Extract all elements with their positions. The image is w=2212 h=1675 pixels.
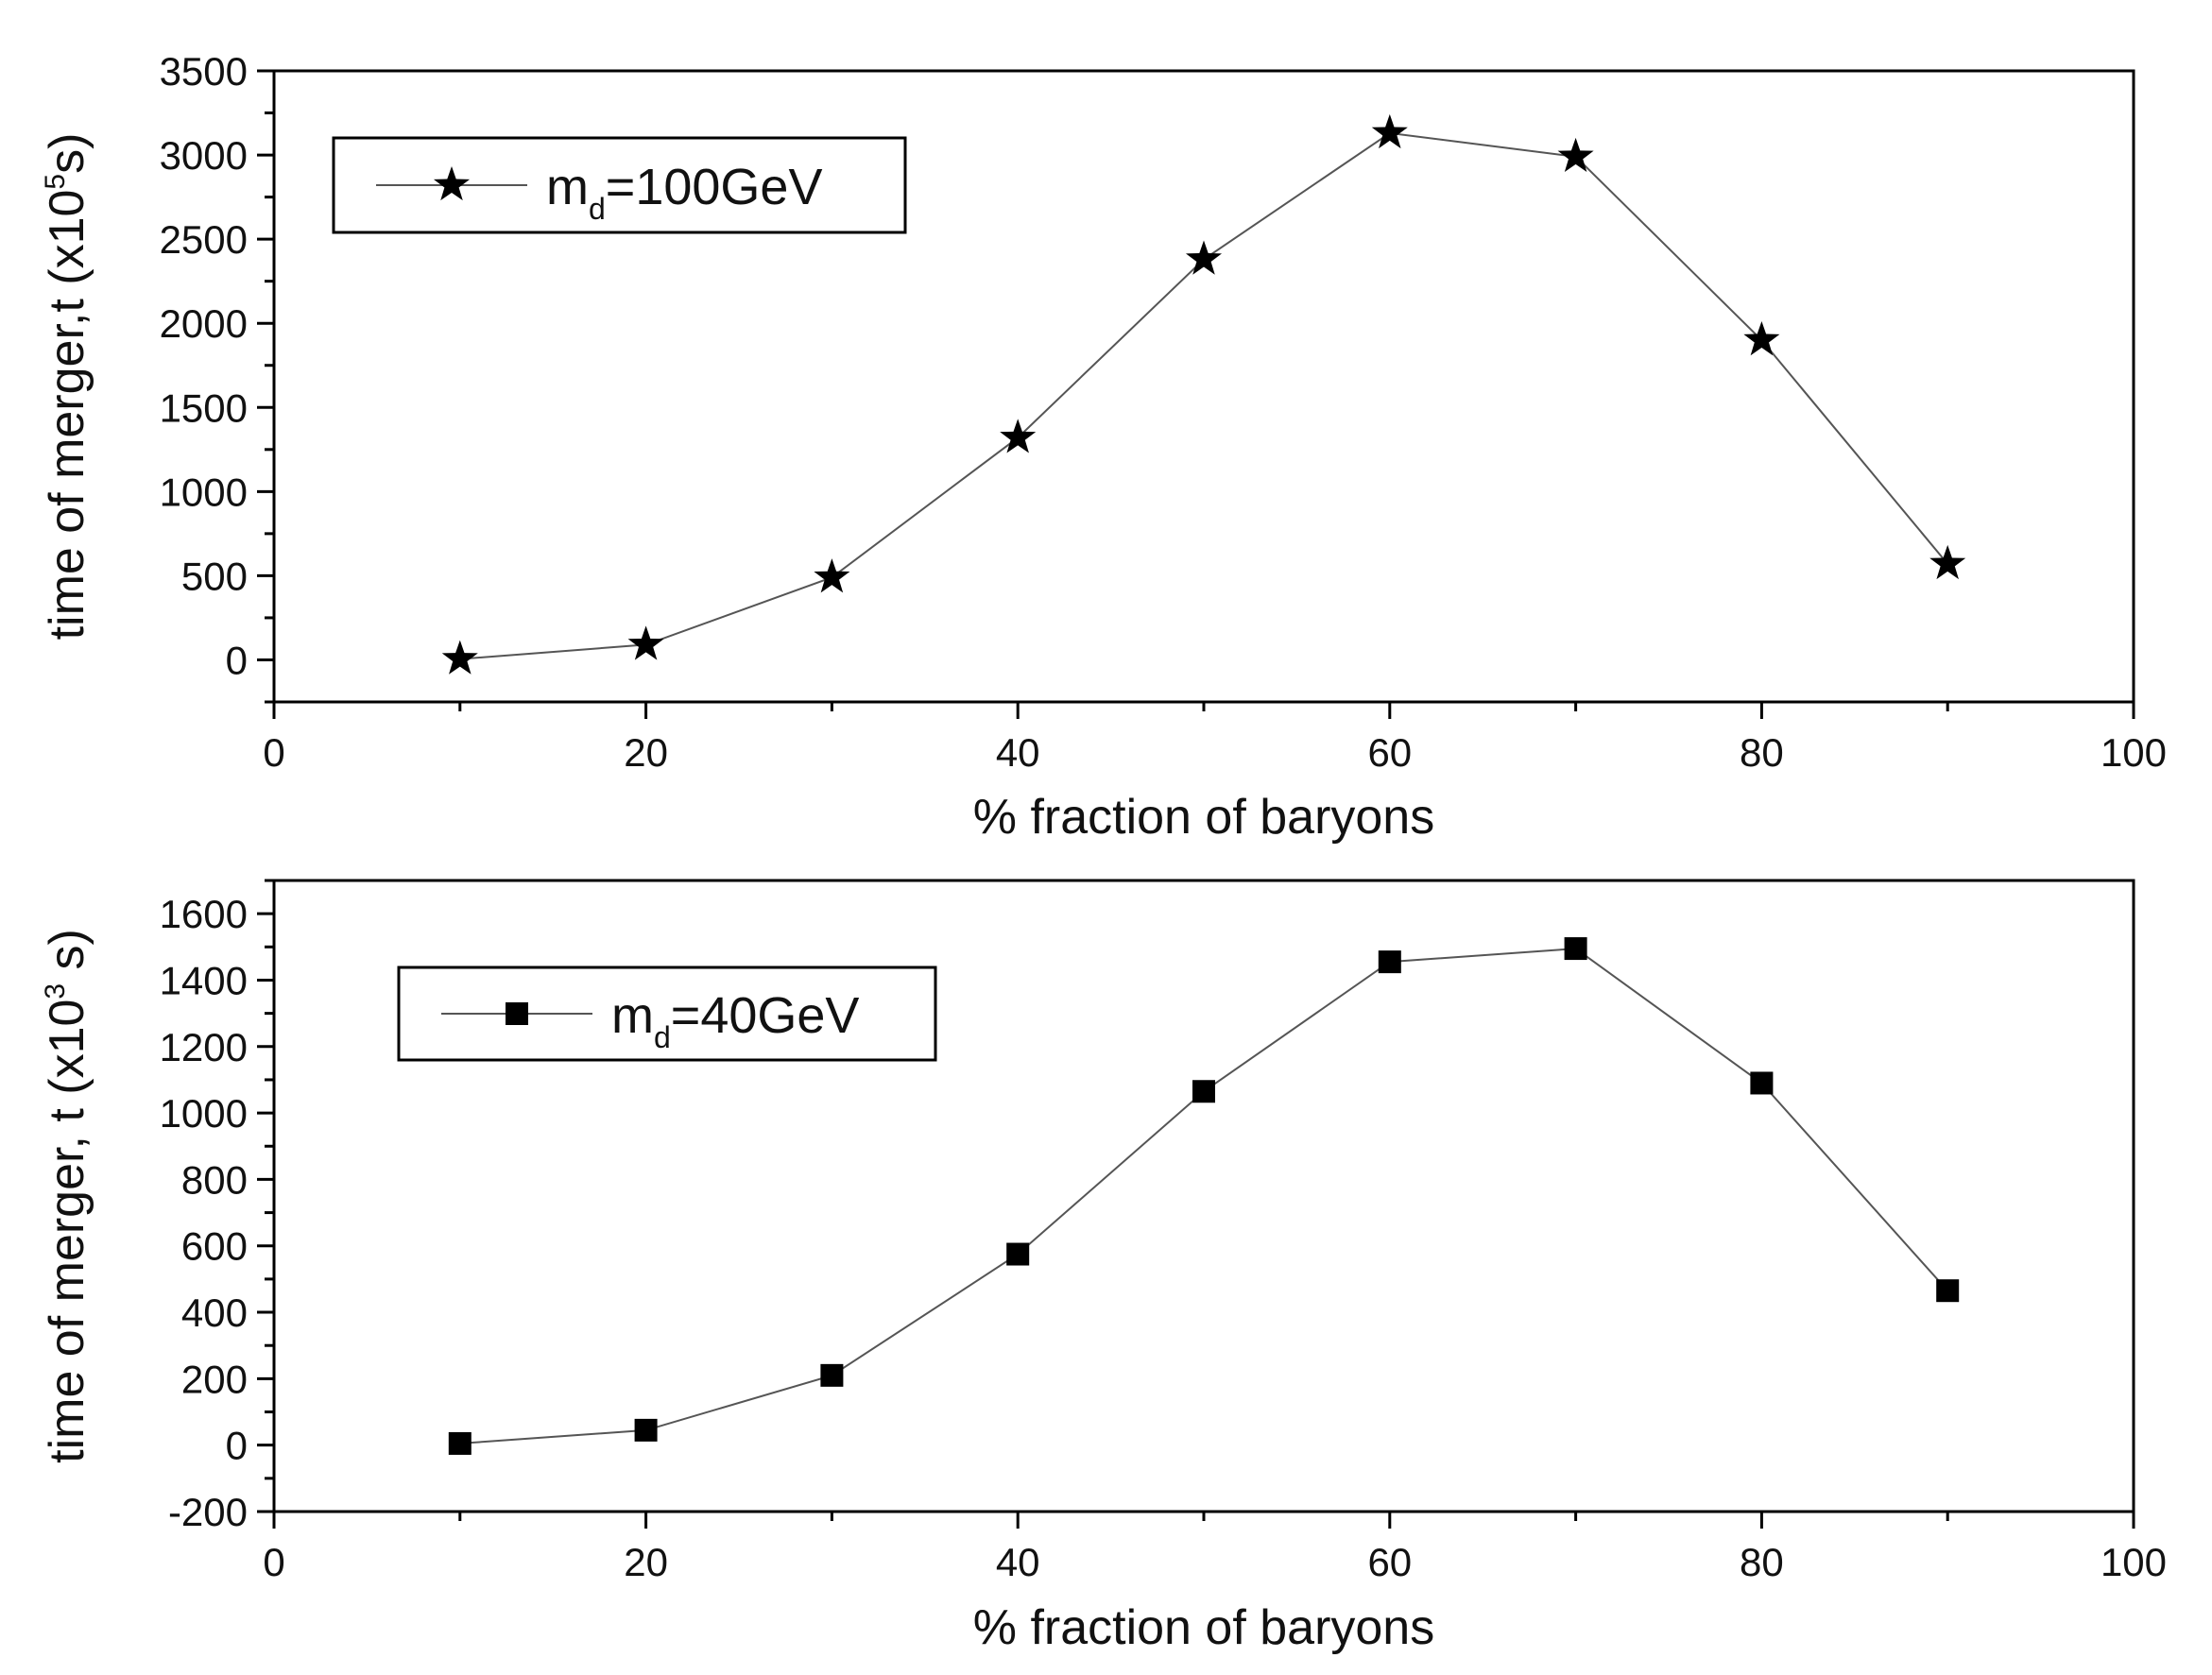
y-tick-label: 2000 [160, 301, 248, 346]
y-tick-label: 1000 [160, 1091, 248, 1136]
y-axis-title-main: time of merger,t (x10 [40, 190, 94, 641]
x-tick-label: 60 [1367, 1540, 1412, 1584]
data-point [1192, 1080, 1215, 1103]
legend-label: md=100GeV [546, 159, 822, 226]
legend-label: md=40GeV [611, 987, 859, 1054]
y-axis-title-exponent: 3 [40, 983, 71, 1000]
y-tick-label: 3500 [160, 49, 248, 94]
y-tick-label: 600 [181, 1224, 248, 1269]
data-point [1750, 1071, 1774, 1095]
y-tick-label: 500 [181, 554, 248, 598]
data-point [1936, 1279, 1960, 1303]
y-tick-label: 1200 [160, 1025, 248, 1069]
x-tick-label: 40 [996, 730, 1040, 775]
data-point [1929, 544, 1966, 580]
legend-marker [506, 1002, 528, 1025]
y-tick-label: 2500 [160, 217, 248, 262]
y-tick-label: 200 [181, 1357, 248, 1401]
data-point [814, 558, 850, 593]
x-axis-title: % fraction of baryons [973, 790, 1434, 845]
legend-label-rest: =100GeV [606, 159, 823, 215]
y-axis-title-unit: s) [40, 929, 94, 983]
y-axis-title: time of merger,t (x105s) [40, 133, 94, 641]
y-tick-label: 1400 [160, 958, 248, 1002]
data-point [441, 640, 478, 675]
y-tick-label: 1500 [160, 385, 248, 430]
data-point [1743, 321, 1780, 356]
x-tick-label: 80 [1740, 1540, 1784, 1584]
legend-label-main: m [611, 987, 654, 1044]
y-axis-title: time of merger, t (x103 s) [40, 929, 94, 1463]
legend-label-subscript: d [654, 1020, 671, 1054]
data-point [448, 1431, 472, 1455]
data-point [1006, 1242, 1030, 1266]
y-axis-title-exponent: 5 [40, 174, 71, 190]
x-tick-label: 40 [996, 1540, 1040, 1584]
y-tick-label: 3000 [160, 133, 248, 178]
data-point [634, 1418, 658, 1442]
data-point [820, 1363, 844, 1387]
x-tick-label: 20 [624, 1540, 668, 1584]
bottom-chart: 0 20 40 60 80 100 -200 0 200 400 600 800 1000 1200 140… [40, 879, 2167, 1655]
data-point [627, 625, 664, 660]
y-tick-label: 0 [226, 638, 248, 682]
legend-label-subscript: d [589, 192, 606, 226]
x-tick-label: 0 [263, 730, 284, 775]
y-tick-label: 800 [181, 1157, 248, 1202]
y-axis-title-unit: s) [40, 133, 94, 174]
y-tick-label: 400 [181, 1290, 248, 1335]
top-chart: 0 20 40 60 80 1000500100015002000250030003500… [40, 49, 2167, 845]
legend-marker [433, 166, 471, 201]
data-point [1371, 113, 1408, 149]
x-tick-label: 60 [1367, 730, 1412, 775]
x-tick-label: 0 [263, 1540, 284, 1584]
x-tick-label: 80 [1740, 730, 1784, 775]
legend-label-rest: =40GeV [671, 987, 860, 1044]
y-tick-label: 0 [226, 1424, 248, 1468]
y-tick-label: -200 [168, 1490, 248, 1534]
data-point [1000, 419, 1037, 453]
data-point [1557, 137, 1594, 173]
x-tick-label: 100 [2101, 1540, 2167, 1584]
data-point [1564, 937, 1587, 961]
y-tick-label: 1600 [160, 892, 248, 936]
y-tick-label: 1000 [160, 470, 248, 514]
legend-label-main: m [546, 159, 589, 215]
x-tick-label: 100 [2101, 730, 2167, 775]
y-axis-title-main: time of merger, t (x10 [40, 1000, 94, 1463]
x-axis-title: % fraction of baryons [973, 1600, 1434, 1655]
data-point [1185, 240, 1223, 275]
x-tick-label: 20 [624, 730, 668, 775]
data-point [1378, 950, 1401, 974]
